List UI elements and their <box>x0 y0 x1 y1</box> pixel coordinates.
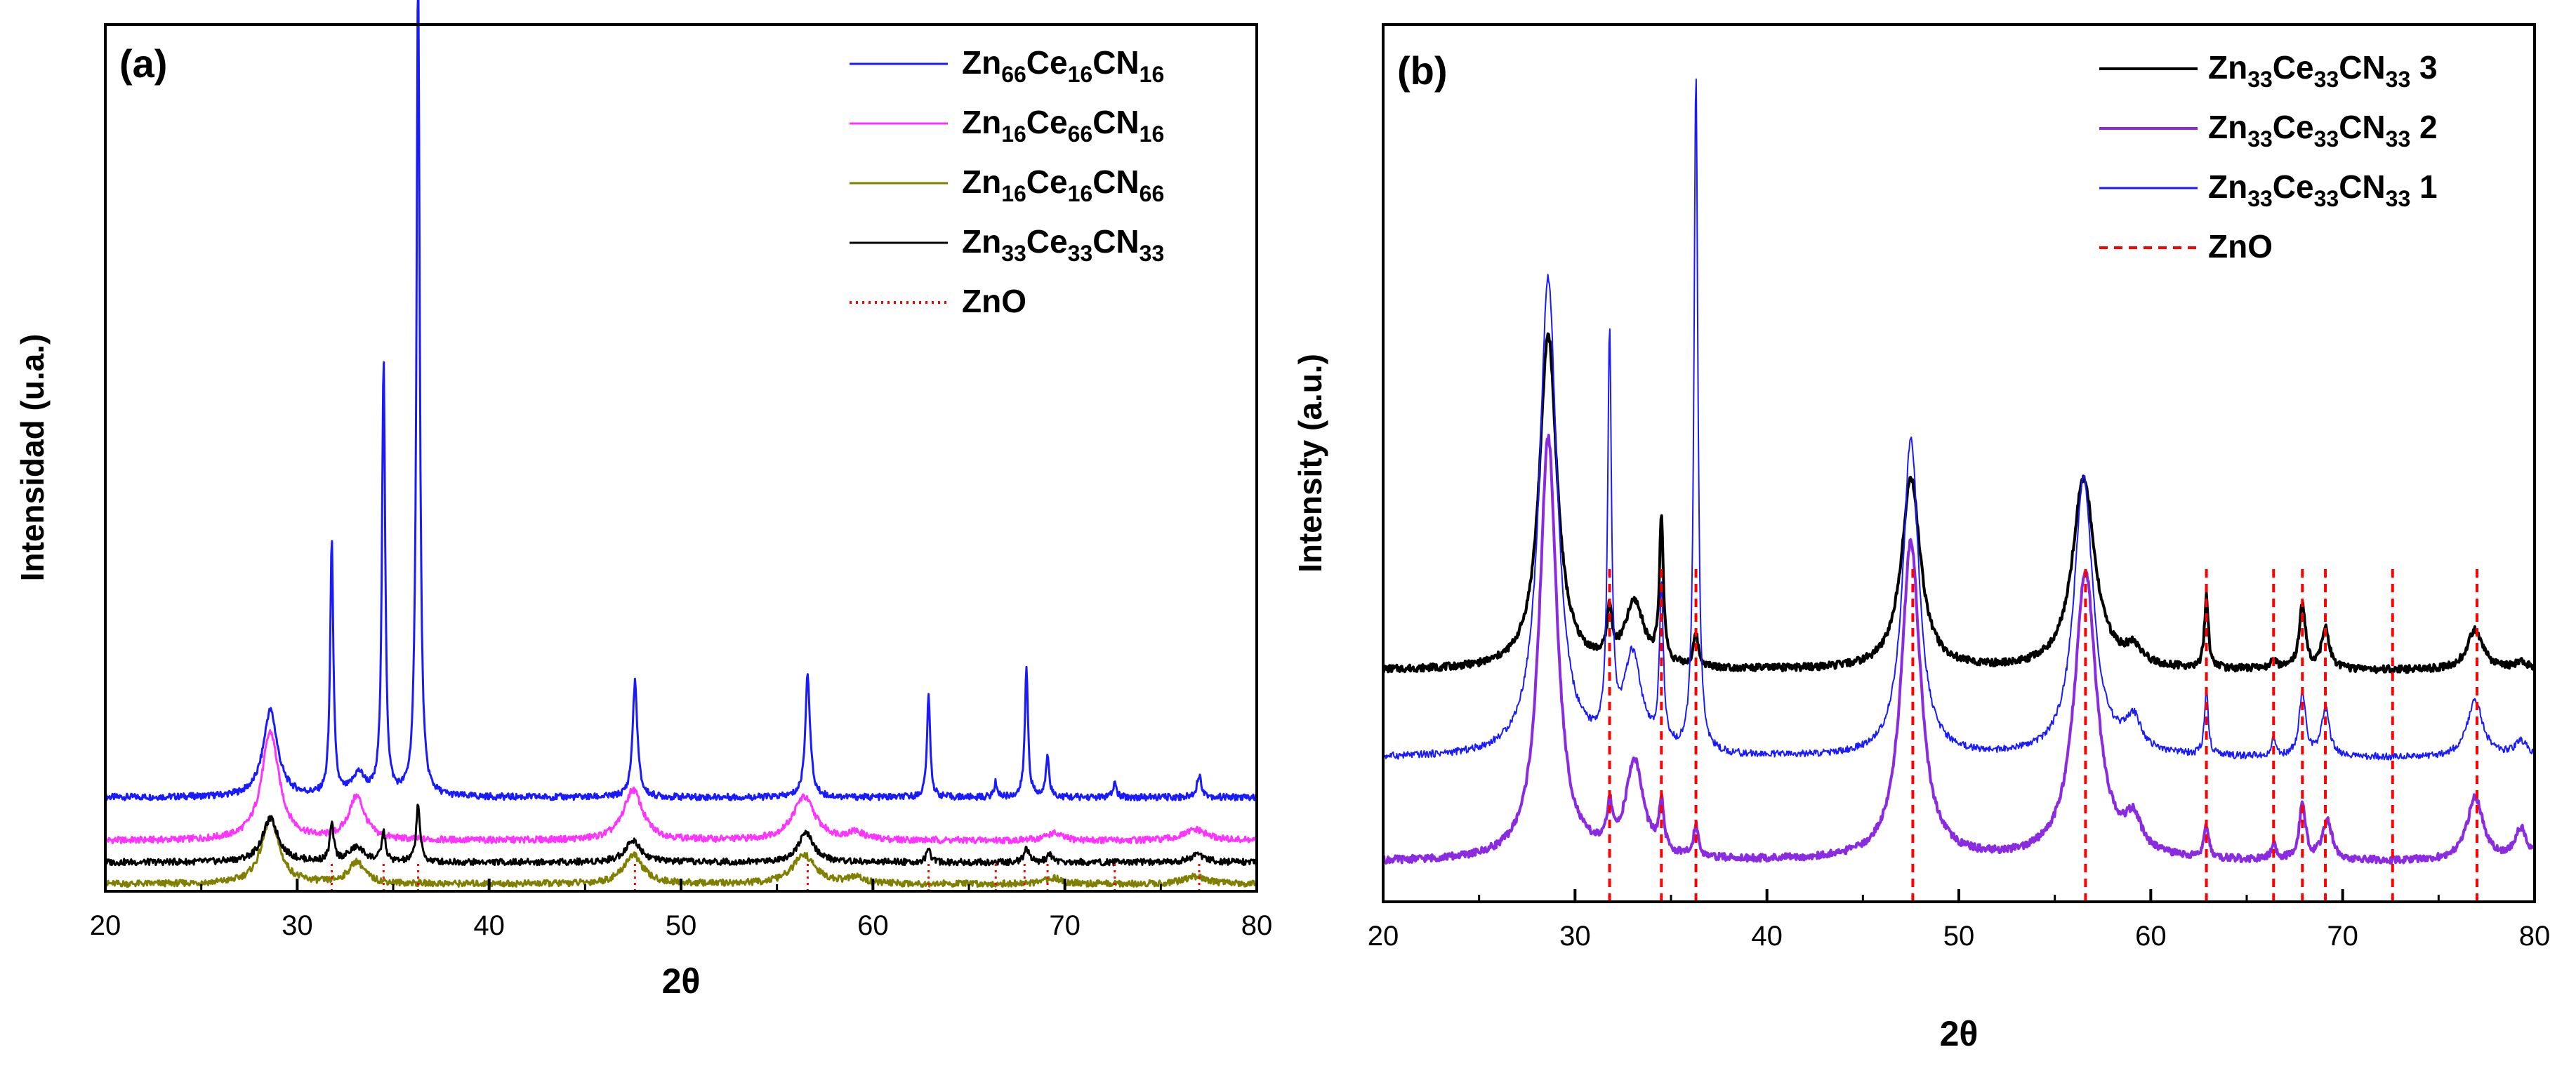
panel-a: 20 30 40 50 60 70 80 (a) 2θ Intensidad (u.a.) … <box>14 0 1272 1001</box>
panel-a-x-axis-title: 2θ <box>662 961 701 1001</box>
legend-entry-4: ZnO <box>962 283 1026 319</box>
legend-entry-1: Zn16Ce66CN16 <box>962 104 1164 147</box>
legend-entry-0: Zn66Ce16CN16 <box>962 44 1164 87</box>
series-line-0 <box>104 0 1258 801</box>
panel-b-series <box>1382 78 2536 902</box>
x-tick-label: 50 <box>666 910 697 941</box>
panel-b-x-ticks: 20 30 40 50 60 70 80 <box>1368 889 2551 952</box>
legend-entry-2: Zn33Ce33CN33 1 <box>2208 168 2438 211</box>
x-tick-label: 20 <box>1368 921 1399 952</box>
legend-entry-0: Zn33Ce33CN33 3 <box>2208 49 2438 92</box>
x-tick-label: 60 <box>857 910 889 941</box>
x-tick-label: 70 <box>2327 921 2358 952</box>
x-tick-label: 70 <box>1049 910 1081 941</box>
legend-entry-2: Zn16Ce16CN66 <box>962 164 1164 206</box>
x-tick-label: 30 <box>1559 921 1591 952</box>
x-tick-label: 80 <box>1241 910 1273 941</box>
panel-a-legend: Zn66Ce16CN16 Zn16Ce66CN16 Zn16Ce16CN66 Zn33… <box>850 44 1164 319</box>
x-tick-label: 40 <box>473 910 505 941</box>
x-tick-label: 50 <box>1943 921 1975 952</box>
panel-b-legend: Zn33Ce33CN33 3 Zn33Ce33CN33 2 Zn33Ce33CN33… <box>2099 49 2438 265</box>
x-tick-label: 30 <box>282 910 313 941</box>
x-tick-label: 20 <box>90 910 121 941</box>
series-line-0 <box>1382 332 2536 674</box>
series-line-2 <box>1382 78 2535 761</box>
legend-entry-3: Zn33Ce33CN33 <box>962 223 1164 266</box>
series-line-1 <box>1382 434 2536 865</box>
panel-b-y-axis-title: Intensity (a.u.) <box>1292 354 1328 573</box>
x-tick-label: 80 <box>2519 921 2551 952</box>
legend-entry-1: Zn33Ce33CN33 2 <box>2208 109 2438 152</box>
series-line-1 <box>104 729 1258 845</box>
panel-b: 20 30 40 50 60 70 80 (b) 2θ Intensity (a.u.) Z… <box>1292 23 2551 1053</box>
panel-b-x-axis-title: 2θ <box>1940 1014 1979 1053</box>
panel-a-y-axis-title: Intensidad (u.a.) <box>14 334 51 582</box>
x-tick-label: 40 <box>1751 921 1783 952</box>
legend-entry-3: ZnO <box>2208 228 2273 265</box>
series-line-3 <box>104 804 1258 867</box>
x-tick-label: 60 <box>2135 921 2167 952</box>
panel-b-label: (b) <box>1397 48 1448 93</box>
panel-a-label: (a) <box>119 41 167 86</box>
panel-a-x-ticks: 20 30 40 50 60 70 80 <box>90 879 1273 941</box>
